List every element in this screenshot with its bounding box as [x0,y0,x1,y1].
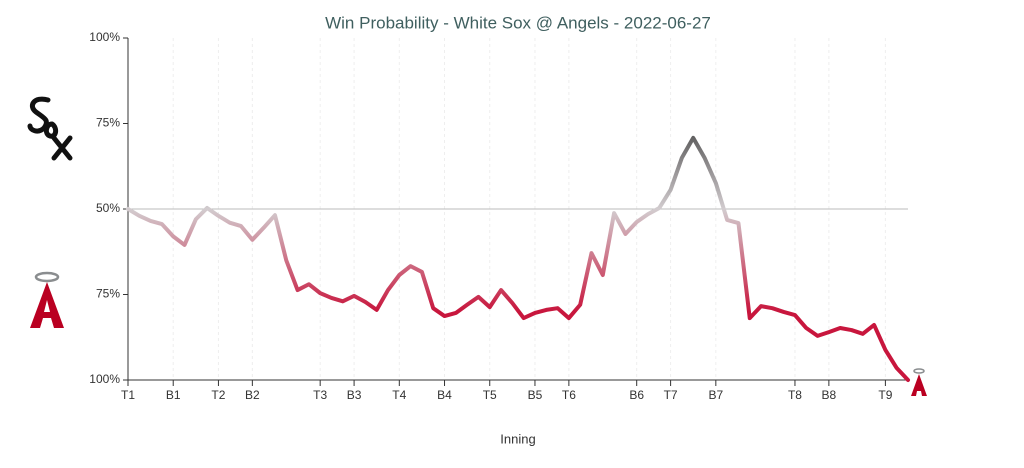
x-tick-label: T7 [664,388,678,402]
x-axis-title: Inning [500,431,535,446]
x-tick-label: T2 [211,388,225,402]
x-tick-label: B8 [822,388,837,402]
win-probability-line [126,135,910,382]
y-tick-label: 100% [89,30,120,44]
x-tick-label: B5 [528,388,543,402]
x-tick-label: T8 [788,388,802,402]
white-sox-logo [27,96,73,161]
x-tick-label: T1 [121,388,135,402]
y-tick-label: 75% [96,116,120,130]
angels-logo [30,271,64,328]
x-tick-label: T9 [878,388,892,402]
x-tick-label: T6 [562,388,576,402]
y-tick-label: 75% [96,287,120,301]
x-tick-label: B7 [708,388,723,402]
x-tick-label: T4 [392,388,406,402]
chart-title: Win Probability - White Sox @ Angels - 2… [325,13,711,32]
x-tick-label: B6 [629,388,644,402]
x-tick-label: B4 [437,388,452,402]
y-tick-label: 100% [89,372,120,386]
x-tick-label: T3 [313,388,327,402]
x-tick-label: T5 [483,388,497,402]
angels-logo-small [911,368,927,396]
x-tick-label: B2 [245,388,260,402]
y-tick-label: 50% [96,201,120,215]
x-tick-label: B3 [347,388,362,402]
x-tick-label: B1 [166,388,181,402]
